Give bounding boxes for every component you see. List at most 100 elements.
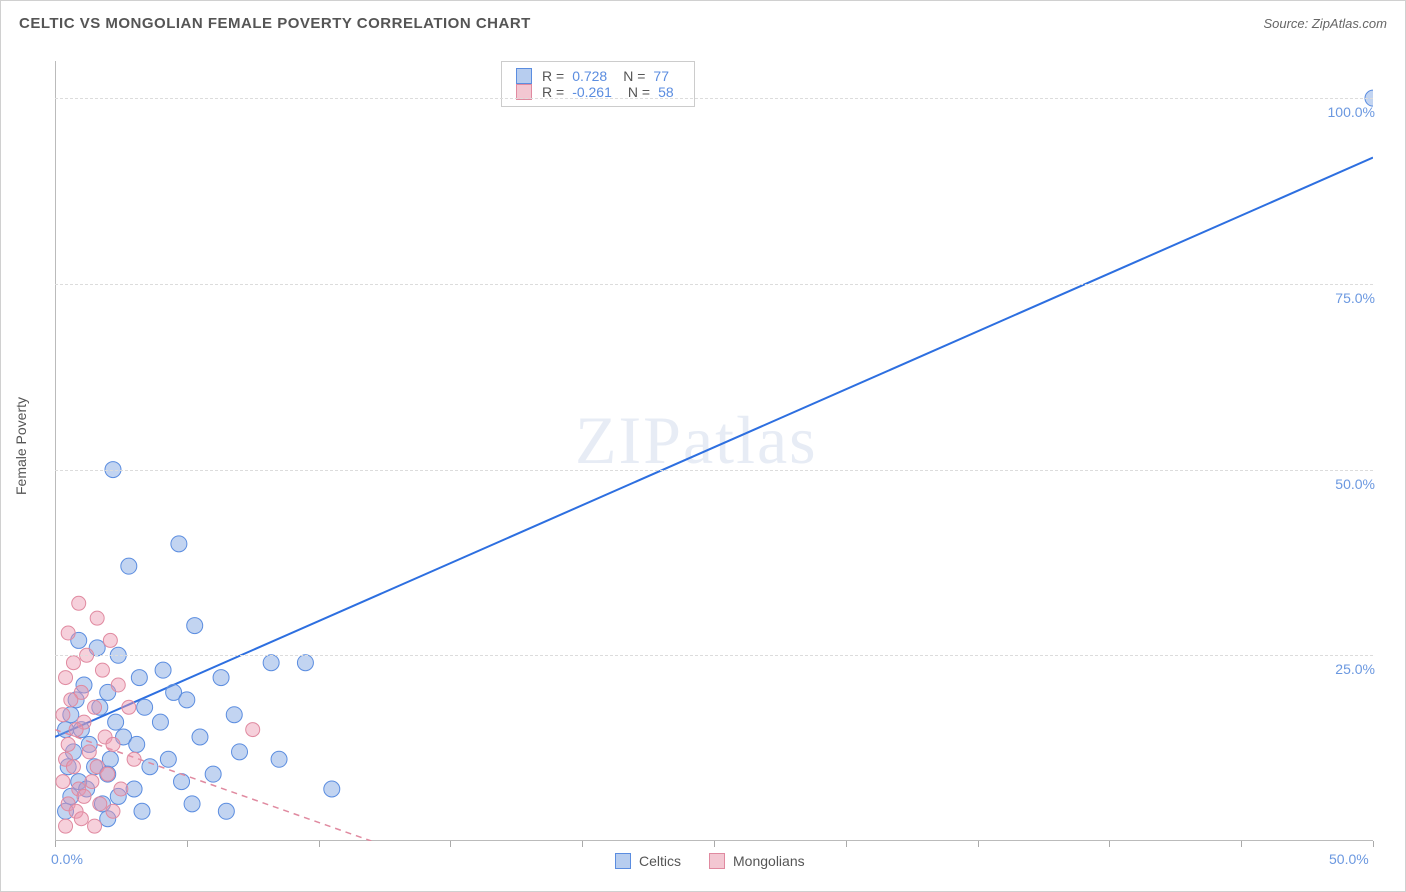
r-label: R = <box>542 68 564 84</box>
data-point <box>142 759 158 775</box>
data-point <box>271 751 287 767</box>
r-value: 0.728 <box>572 68 607 84</box>
data-point <box>187 618 203 634</box>
y-gridline <box>55 284 1373 285</box>
data-point <box>137 699 153 715</box>
data-point <box>179 692 195 708</box>
x-tick <box>1241 841 1242 847</box>
source-name: ZipAtlas.com <box>1312 16 1387 31</box>
data-point <box>174 774 190 790</box>
data-point <box>192 729 208 745</box>
data-point <box>171 536 187 552</box>
legend-swatch <box>615 853 631 869</box>
x-tick <box>978 841 979 847</box>
header-bar: CELTIC VS MONGOLIAN FEMALE POVERTY CORRE… <box>1 1 1405 45</box>
legend-label: Mongolians <box>733 853 805 869</box>
data-point <box>77 789 91 803</box>
data-point <box>121 558 137 574</box>
data-point <box>155 662 171 678</box>
data-point <box>246 723 260 737</box>
data-point <box>64 693 78 707</box>
data-point <box>127 752 141 766</box>
data-point <box>129 736 145 752</box>
data-point <box>61 737 75 751</box>
y-tick-label: 75.0% <box>1335 290 1375 306</box>
chart-title: CELTIC VS MONGOLIAN FEMALE POVERTY CORRE… <box>19 15 531 32</box>
trend-line <box>55 158 1373 737</box>
data-point <box>324 781 340 797</box>
chart-container: CELTIC VS MONGOLIAN FEMALE POVERTY CORRE… <box>0 0 1406 892</box>
x-tick <box>582 841 583 847</box>
y-tick-label: 25.0% <box>1335 661 1375 677</box>
data-point <box>126 781 142 797</box>
data-point <box>152 714 168 730</box>
legend-swatch <box>709 853 725 869</box>
data-point <box>74 812 88 826</box>
data-point <box>88 819 102 833</box>
n-label: N = <box>623 68 645 84</box>
data-point <box>59 819 73 833</box>
series-legend: Celtics Mongolians <box>615 853 805 869</box>
data-point <box>102 751 118 767</box>
data-point <box>66 760 80 774</box>
data-point <box>90 611 104 625</box>
x-tick <box>1373 841 1374 847</box>
data-point <box>232 744 248 760</box>
data-point <box>106 737 120 751</box>
scatter-svg <box>55 61 1373 841</box>
data-point <box>72 596 86 610</box>
data-point <box>131 670 147 686</box>
x-tick <box>714 841 715 847</box>
y-axis-title: Female Poverty <box>13 397 29 495</box>
data-point <box>59 671 73 685</box>
y-gridline <box>55 98 1373 99</box>
data-point <box>218 803 234 819</box>
source-prefix: Source: <box>1263 16 1311 31</box>
data-point <box>111 678 125 692</box>
data-point <box>297 655 313 671</box>
data-point <box>56 775 70 789</box>
data-point <box>160 751 176 767</box>
y-tick-label: 100.0% <box>1328 104 1375 120</box>
data-point <box>103 633 117 647</box>
data-point <box>263 655 279 671</box>
x-tick <box>55 841 56 847</box>
x-axis-max-label: 50.0% <box>1329 851 1369 867</box>
data-point <box>93 797 107 811</box>
data-point <box>85 775 99 789</box>
data-point <box>226 707 242 723</box>
legend-item: Mongolians <box>709 853 805 869</box>
data-point <box>56 708 70 722</box>
data-point <box>95 663 109 677</box>
x-tick <box>846 841 847 847</box>
y-gridline <box>55 655 1373 656</box>
x-tick <box>187 841 188 847</box>
y-gridline <box>55 470 1373 471</box>
data-point <box>61 626 75 640</box>
data-point <box>114 782 128 796</box>
data-point <box>69 723 83 737</box>
data-point <box>184 796 200 812</box>
plot-area: ZIPatlas R =0.728N =77R =-0.261N =58 Cel… <box>55 61 1373 841</box>
data-point <box>134 803 150 819</box>
series-swatch <box>516 68 532 84</box>
data-point <box>66 656 80 670</box>
legend-item: Celtics <box>615 853 681 869</box>
stats-row: R = 0.728 N = 77 <box>516 68 680 84</box>
data-point <box>205 766 221 782</box>
data-point <box>101 767 115 781</box>
data-point <box>106 804 120 818</box>
x-axis-min-label: 0.0% <box>51 851 83 867</box>
stats-legend-box: R =0.728N =77R =-0.261N =58 <box>501 61 695 107</box>
data-point <box>88 700 102 714</box>
x-tick <box>1109 841 1110 847</box>
data-point <box>213 670 229 686</box>
x-tick <box>450 841 451 847</box>
y-tick-label: 50.0% <box>1335 476 1375 492</box>
x-tick <box>319 841 320 847</box>
n-value: 77 <box>653 68 669 84</box>
legend-label: Celtics <box>639 853 681 869</box>
data-point <box>122 700 136 714</box>
data-point <box>82 745 96 759</box>
data-point <box>108 714 124 730</box>
